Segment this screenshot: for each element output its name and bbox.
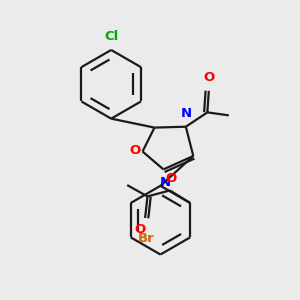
Text: Br: Br <box>137 232 154 245</box>
Text: N: N <box>180 107 191 120</box>
Text: Cl: Cl <box>104 30 118 44</box>
Text: N: N <box>159 176 170 189</box>
Text: O: O <box>129 143 141 157</box>
Text: O: O <box>166 172 177 185</box>
Text: O: O <box>204 71 215 84</box>
Text: O: O <box>134 223 146 236</box>
